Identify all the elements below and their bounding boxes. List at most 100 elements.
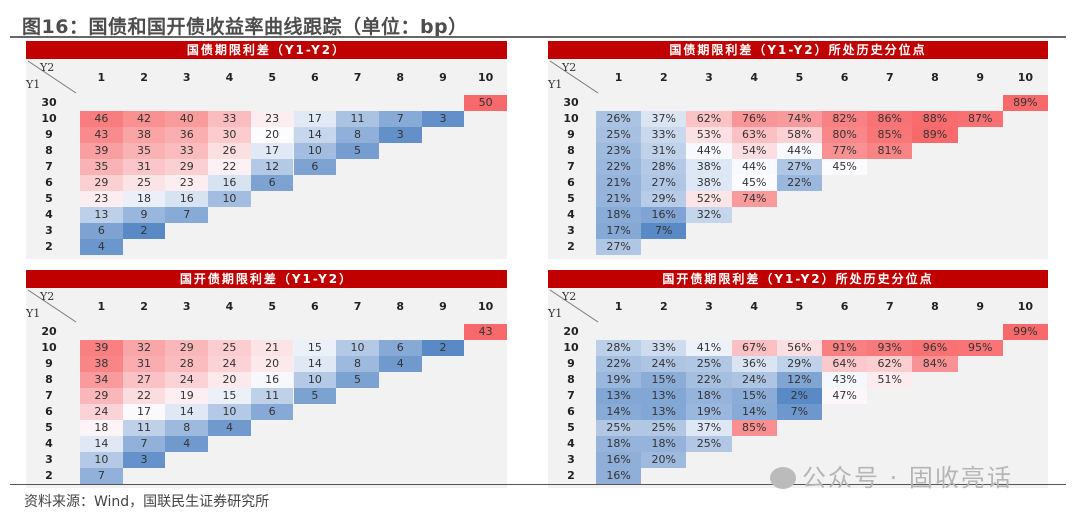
column-label: 10: [477, 300, 494, 313]
heatmap-cell: 36: [165, 127, 209, 143]
heatmap-cell: 25%: [596, 127, 642, 143]
heatmap-cell: 31: [122, 356, 166, 372]
heatmap-cell: 23: [165, 175, 209, 191]
heatmap-cell: 43%: [822, 372, 868, 388]
heatmap-cell: 13: [80, 207, 123, 223]
table-row: 8 23% 31% 44% 54% 44% 77% 81%: [548, 143, 1048, 159]
row-label: 8: [45, 144, 53, 157]
heatmap-cell: 4: [208, 420, 251, 436]
heatmap-cell: 33%: [641, 340, 687, 356]
heatmap-cell: 11: [336, 111, 379, 127]
column-label: 5: [795, 71, 804, 84]
heatmap-cell: 7: [80, 468, 123, 484]
column-label: 6: [840, 300, 849, 313]
row-label: 4: [45, 208, 53, 221]
heatmap-cell: 67%: [731, 340, 777, 356]
heatmap-cell: 47%: [822, 388, 868, 404]
row-label: 3: [567, 453, 575, 466]
heatmap-cell: 2%: [776, 388, 822, 404]
heatmap-cell: 54%: [731, 143, 777, 159]
row-label: 4: [567, 208, 575, 221]
heatmap-cell: 6: [250, 404, 294, 420]
heatmap-cell: 14: [293, 127, 337, 143]
panel-title: 国债期限利差（Y1-Y2）所处历史分位点: [548, 41, 1048, 59]
heatmap-cell: 33%: [641, 127, 687, 143]
row-label: 20: [563, 325, 579, 338]
heatmap-cell: 18%: [641, 436, 687, 452]
heatmap-cell: 29: [80, 175, 123, 191]
heatmap-cell: 19%: [686, 404, 732, 420]
y-axis-label: Y1: [548, 78, 563, 91]
heatmap-cell: 39: [80, 340, 123, 356]
table-row: 5 25% 25% 37% 85%: [548, 420, 1048, 436]
heatmap-cell: 41%: [686, 340, 732, 356]
heatmap-cell: 24%: [731, 372, 777, 388]
heatmap-cell: 5: [336, 143, 379, 159]
heatmap-cell: 44%: [686, 143, 732, 159]
heatmap-cell: 62%: [686, 111, 732, 127]
column-label: 4: [225, 71, 234, 84]
column-label: 5: [795, 300, 804, 313]
column-label: 1: [97, 300, 106, 313]
heatmap-cdb-percentile: 国开债期限利差（Y1-Y2）所处历史分位点 Y2 Y1 1 2 3 4 5 6 7 8 9 10 20 99…: [548, 270, 1048, 488]
heatmap-cell: 64%: [822, 356, 868, 372]
column-header-row: Y2 Y1 1 2 3 4 5 6 7 8 9 10: [26, 59, 507, 95]
column-label: 2: [659, 300, 668, 313]
bottom-rule: [10, 484, 1066, 485]
heatmap-cell: 10: [80, 452, 123, 468]
heatmap-cell: 87%: [957, 111, 1003, 127]
heatmap-cell: 58%: [776, 127, 822, 143]
column-label: 1: [97, 71, 106, 84]
heatmap-cell: 22%: [776, 175, 822, 191]
heatmap-cell: 5: [293, 388, 337, 404]
heatmap-cell: 26%: [596, 111, 642, 127]
heatmap-cell: 16: [208, 175, 251, 191]
panel-title: 国开债期限利差（Y1-Y2）所处历史分位点: [548, 270, 1048, 288]
heatmap-cell: 25: [122, 175, 166, 191]
row-label: 3: [45, 224, 53, 237]
heatmap-cell: 5: [336, 372, 379, 388]
heatmap-cell: 86%: [867, 111, 913, 127]
table-row: 4 14 7 4: [26, 436, 507, 452]
table-row: 7 13% 13% 18% 15% 2% 47%: [548, 388, 1048, 404]
heatmap-cell: 19: [165, 388, 209, 404]
table-row: 10 26% 37% 62% 76% 74% 82% 86% 88% 87%: [548, 111, 1048, 127]
heatmap-cell: 82%: [822, 111, 868, 127]
row-label: 30: [563, 96, 579, 109]
column-label: 9: [976, 71, 985, 84]
heatmap-cell: 27%: [641, 175, 687, 191]
heatmap-cell: 85%: [867, 127, 913, 143]
heatmap-cell: 88%: [912, 111, 958, 127]
heatmap-cell: 21: [250, 340, 294, 356]
heatmap-cell: 62%: [867, 356, 913, 372]
heatmap-cell: 20: [250, 127, 294, 143]
heatmap-cell: 32: [122, 340, 166, 356]
heatmap-cell: 37%: [686, 420, 732, 436]
heatmap-cell: 28: [165, 356, 209, 372]
column-label: 3: [182, 300, 191, 313]
heatmap-cell: 4: [165, 436, 209, 452]
axis-corner: Y2 Y1: [26, 59, 77, 95]
table-row: 8 34 27 24 20 16 10 5: [26, 372, 507, 388]
column-label: 9: [439, 300, 447, 313]
column-label: 8: [396, 300, 405, 313]
heatmap-cell: 37%: [641, 111, 687, 127]
heatmap-cell: 22%: [596, 356, 642, 372]
heatmap-cell: 43: [80, 127, 123, 143]
row-label: 3: [567, 224, 575, 237]
row-label: 7: [567, 160, 575, 173]
table-row: 4 18% 16% 32%: [548, 207, 1048, 223]
table-row: 5 23 18 16 10: [26, 191, 507, 207]
heatmap-cell: 40: [165, 111, 209, 127]
row-label: 5: [567, 421, 575, 434]
table-row: 9 43 38 36 30 20 14 8 3: [26, 127, 507, 143]
table-row: 5 21% 29% 52% 74%: [548, 191, 1048, 207]
heatmap-cell: 16%: [596, 468, 642, 484]
row-label: 8: [45, 373, 53, 386]
heatmap-cell: 93%: [867, 340, 913, 356]
heatmap-cell: 10: [208, 191, 251, 207]
heatmap-cell: 9: [122, 207, 166, 223]
watermark-text: 公众号 · 固收亮话: [802, 464, 1013, 492]
row-label: 7: [45, 160, 53, 173]
heatmap-cell: 21%: [596, 175, 642, 191]
